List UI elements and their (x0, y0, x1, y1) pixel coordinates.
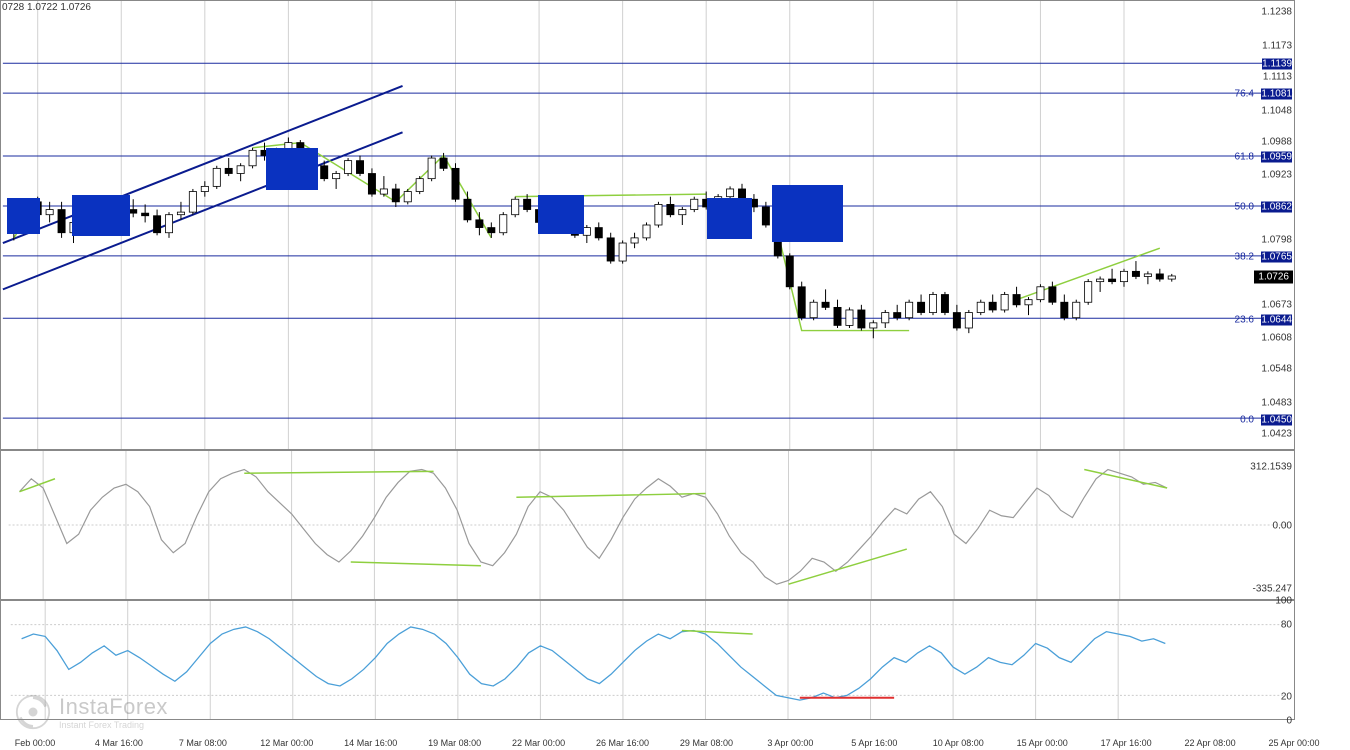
signal-rect (7, 198, 39, 234)
watermark-text: InstaForex (59, 694, 168, 720)
watermark: InstaForex Instant Forex Trading (15, 694, 168, 730)
time-tick: 4 Mar 16:00 (95, 738, 143, 748)
price-tick: 1.0923 (1261, 170, 1292, 181)
time-tick: 25 Apr 00:00 (1268, 738, 1319, 748)
fib-value-box: 1.0959 (1261, 151, 1292, 162)
fib-value-box: 1.0644 (1261, 314, 1292, 325)
osc1-tick: 312.1539 (1250, 462, 1292, 473)
price-tick: 1.1173 (1262, 41, 1292, 52)
price-tick: 1.0548 (1261, 364, 1292, 375)
fib-ratio: 50.0 (1235, 201, 1254, 212)
time-tick: Feb 00:00 (15, 738, 56, 748)
price-tick: 1.1238 (1261, 7, 1292, 18)
osc2-tick: 80 (1281, 620, 1292, 631)
price-svg (1, 1, 1294, 449)
signal-rect (707, 198, 752, 239)
time-tick: 15 Apr 00:00 (1017, 738, 1068, 748)
fib-ratio: 23.6 (1235, 314, 1254, 325)
price-tick: 1.0423 (1261, 428, 1292, 439)
price-tick: 1.0483 (1261, 397, 1292, 408)
signal-rect (266, 148, 318, 189)
time-axis: Feb 00:00 4 Mar 16:00 7 Mar 08:00 12 Mar 00… (0, 720, 1295, 750)
osc2-y-axis: 10080200 (1240, 601, 1294, 719)
fib-ratio: 76.4 (1235, 88, 1254, 99)
fib-value-box: 1.0450 (1261, 414, 1292, 425)
fib-ratio: 61.8 (1235, 151, 1254, 162)
time-tick: 22 Apr 08:00 (1185, 738, 1236, 748)
time-tick: 26 Mar 16:00 (596, 738, 649, 748)
time-tick: 7 Mar 08:00 (179, 738, 227, 748)
osc1-y-axis: 312.1539 0.00 -335.247 (1240, 451, 1294, 599)
price-tick: 1.1048 (1261, 105, 1292, 116)
price-y-axis: 1.0423 1.0483 1.0548 1.0608 1.0673 1.0798 1.09… (1240, 1, 1294, 449)
price-tick: 1.0798 (1261, 234, 1292, 245)
time-tick: 14 Mar 16:00 (344, 738, 397, 748)
price-panel[interactable]: 1.0423 1.0483 1.0548 1.0608 1.0673 1.0798 1.09… (0, 0, 1295, 450)
time-tick: 3 Apr 00:00 (767, 738, 813, 748)
price-tick: 1.0673 (1261, 299, 1292, 310)
time-tick: 19 Mar 08:00 (428, 738, 481, 748)
signal-rect (772, 185, 843, 242)
oscillator-panel-1[interactable]: 312.1539 0.00 -335.247 (0, 450, 1295, 600)
time-tick: 22 Mar 00:00 (512, 738, 565, 748)
price-tick: 1.0988 (1261, 136, 1292, 147)
osc2-tick: 20 (1281, 692, 1292, 703)
oscillator-panel-2[interactable]: 10080200 (0, 600, 1295, 720)
osc1-svg (1, 451, 1294, 599)
fib-ratio: 0.0 (1240, 414, 1254, 425)
time-tick: 29 Mar 08:00 (680, 738, 733, 748)
chart-title: 0728 1.0722 1.0726 (2, 2, 91, 13)
osc2-tick: 100 (1275, 596, 1292, 607)
watermark-sub: Instant Forex Trading (59, 720, 168, 730)
forex-chart: 0728 1.0722 1.0726 1.04231.04831.05481.0… (0, 0, 1350, 750)
current-price-box: 1.0726 (1254, 271, 1293, 284)
osc1-tick: -335.247 (1253, 583, 1292, 594)
fib-value-box: 1.0765 (1261, 252, 1292, 263)
price-tick: 1.0608 (1261, 333, 1292, 344)
fib-value-box: 1.0862 (1261, 201, 1292, 212)
fib-ratio: 38.2 (1235, 252, 1254, 263)
fib-value-box: 1.1139 (1262, 58, 1292, 69)
time-tick: 10 Apr 08:00 (933, 738, 984, 748)
signal-rect (72, 195, 130, 236)
price-tick: 1.1113 (1263, 72, 1292, 83)
time-tick: 17 Apr 16:00 (1101, 738, 1152, 748)
instaforex-logo-icon (15, 694, 51, 730)
signal-rect (538, 195, 583, 234)
osc1-tick: 0.00 (1273, 521, 1292, 532)
time-tick: 5 Apr 16:00 (851, 738, 897, 748)
time-tick: 12 Mar 00:00 (260, 738, 313, 748)
fib-value-box: 1.1081 (1261, 88, 1292, 99)
osc2-svg (1, 601, 1294, 719)
